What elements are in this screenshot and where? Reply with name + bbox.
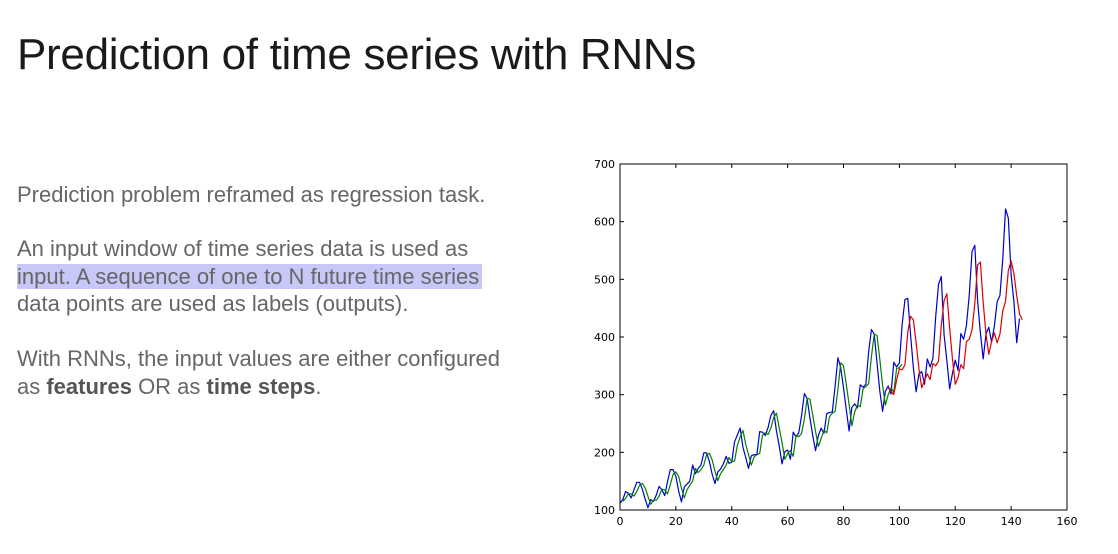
- y-tick-label: 100: [594, 504, 615, 517]
- x-tick-label: 120: [945, 515, 966, 528]
- paragraph-line: data points are used as labels (outputs)…: [17, 291, 409, 316]
- plot-lines: [619, 208, 1023, 509]
- y-tick-label: 600: [594, 216, 615, 229]
- x-tick-label: 60: [781, 515, 795, 528]
- paragraph-text: OR as: [131, 373, 207, 399]
- x-tick-label: 20: [669, 515, 683, 528]
- y-tick-label: 500: [594, 273, 615, 286]
- series-line-1: [619, 208, 1021, 509]
- y-axis: 100 200 300 400 500 600 700: [594, 158, 1067, 517]
- paragraph-line: An input window of time series data is u…: [17, 236, 469, 261]
- x-tick-label: 100: [889, 515, 910, 528]
- x-tick-label: 40: [725, 515, 739, 528]
- y-tick-label: 200: [594, 446, 615, 459]
- highlighted-text[interactable]: input. A sequence of one to N future tim…: [17, 263, 483, 289]
- y-tick-label: 400: [594, 331, 615, 344]
- x-tick-label: 140: [1001, 515, 1022, 528]
- plot-frame: [619, 163, 1068, 511]
- y-tick-label: 300: [594, 389, 615, 402]
- paragraph-text: as: [17, 373, 47, 399]
- bold-time-steps: time steps: [206, 373, 316, 399]
- paragraph-line: With RNNs, the input values are either c…: [17, 346, 501, 371]
- bold-features: features: [46, 373, 132, 399]
- paragraph-text: .: [315, 373, 322, 399]
- y-tick-label: 700: [594, 158, 615, 171]
- x-tick-label: 0: [617, 515, 624, 528]
- x-axis: 0 20 40 60 80 100 120 140 160: [617, 164, 1078, 528]
- series-line-3: [887, 260, 1023, 396]
- paragraph-regression: Prediction problem reframed as regressio…: [17, 182, 486, 207]
- paragraph-input-window: An input window of time series data is u…: [17, 235, 483, 318]
- paragraph-rnn-config: With RNNs, the input values are either c…: [17, 345, 500, 400]
- x-tick-label: 80: [837, 515, 851, 528]
- series-line-2: [622, 333, 903, 505]
- time-series-chart: 0 20 40 60 80 100 120 140 160 100 200 300 400 500 600…: [594, 158, 1078, 528]
- slide-title: Prediction of time series with RNNs: [17, 30, 697, 79]
- x-tick-label: 160: [1057, 515, 1078, 528]
